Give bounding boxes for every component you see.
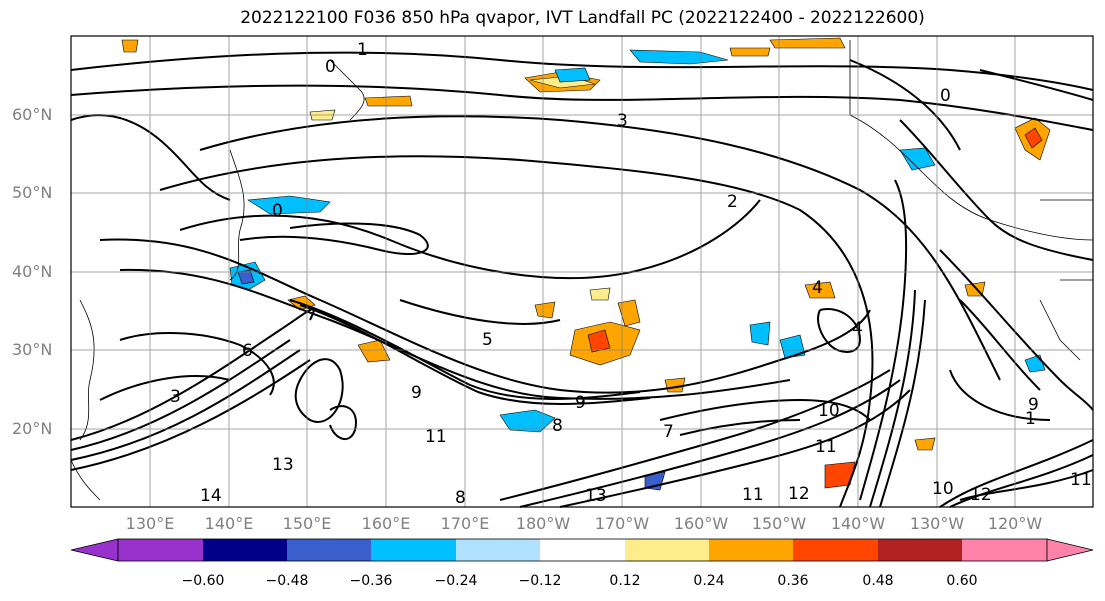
colorbar-tick-label: 0.24 (693, 573, 725, 589)
contour-label: 12 (788, 484, 810, 504)
colorbar-extend-low (70, 538, 119, 562)
lon-label: 150°E (282, 514, 332, 533)
colorbar-tick-label: −0.36 (349, 573, 393, 589)
colorbar-tick-label: 0.12 (609, 573, 641, 589)
contour-label: 10 (818, 401, 840, 421)
contour-label: 11 (815, 437, 837, 457)
lat-label: 20°N (12, 419, 53, 438)
contour-label: 1 (1025, 409, 1036, 429)
lon-label: 160°E (361, 514, 411, 533)
colorbar-extend-high (1046, 538, 1094, 562)
gridlines (71, 36, 1093, 507)
colorbar-tick-label: −0.60 (181, 573, 225, 589)
contour-label: 8 (552, 416, 563, 436)
colorbar (70, 538, 1094, 562)
contour-label: 11 (742, 485, 764, 505)
colorbar-tick-label: −0.48 (265, 573, 309, 589)
colorbar-segment (287, 539, 371, 561)
coastlines (70, 40, 1094, 501)
colorbar-tick-label: 0.48 (862, 573, 894, 589)
shaded-anomaly-fields (121, 37, 1051, 491)
lat-label: 60°N (12, 105, 53, 124)
colorbar-segment (371, 539, 456, 561)
contour-label: 12 (970, 485, 992, 505)
ivt-contours (70, 51, 1094, 508)
lon-label: 120°W (987, 514, 1043, 533)
lon-label: 130°E (125, 514, 175, 533)
contour-label: 0 (272, 201, 283, 221)
contour-label: 3 (170, 387, 181, 407)
lon-label: 140°E (204, 514, 254, 533)
contour-label: 11 (1070, 470, 1092, 490)
contour-label: 0 (325, 57, 336, 77)
colorbar-tick-label: −0.24 (434, 573, 478, 589)
colorbar-segment (118, 539, 203, 561)
contour-label: 13 (272, 455, 294, 475)
lat-label: 30°N (12, 340, 53, 359)
contour-label: 14 (200, 486, 222, 506)
contour-label: 11 (425, 427, 447, 447)
contour-label: 0 (940, 86, 951, 106)
lon-label: 140°W (830, 514, 886, 533)
colorbar-tick-label: 0.60 (946, 573, 978, 589)
contour-label: 9 (411, 383, 422, 403)
contour-label: 8 (455, 488, 466, 508)
contour-label: 2 (727, 192, 738, 212)
contour-label: 1 (357, 40, 368, 60)
contour-label: 9 (1028, 395, 1039, 415)
colorbar-segment (456, 539, 540, 561)
contour-label: 6 (242, 341, 253, 361)
lon-label: 170°W (594, 514, 650, 533)
contour-label: 4 (812, 278, 823, 298)
map-title: 2022122100 F036 850 hPa qvapor, IVT Land… (240, 8, 925, 28)
colorbar-tick-label: 0.36 (777, 573, 809, 589)
lon-label: 160°W (673, 514, 729, 533)
colorbar-segment (962, 539, 1047, 561)
contour-label: 7 (663, 422, 674, 442)
lon-label: 130°W (909, 514, 965, 533)
colorbar-segment (793, 539, 878, 561)
contour-label: 9 (575, 393, 586, 413)
colorbar-segment (878, 539, 962, 561)
colorbar-segment (709, 539, 793, 561)
lat-label: 40°N (12, 262, 53, 281)
contour-label: 10 (932, 479, 954, 499)
lon-label: 180°W (515, 514, 571, 533)
colorbar-segment (203, 539, 287, 561)
contour-label: 3 (617, 111, 628, 131)
contour-label: 13 (585, 486, 607, 506)
contour-label: 4 (852, 319, 863, 339)
colorbar-segment (540, 539, 625, 561)
colorbar-segment (625, 539, 709, 561)
colorbar-tick-label: −0.12 (518, 573, 562, 589)
lat-label: 50°N (12, 183, 53, 202)
lon-label: 150°W (751, 514, 807, 533)
lon-label: 170°E (440, 514, 490, 533)
contour-labels: 1 0 3 0 2 0 4 4 5 9 9 8 11 14 12 11 10 1… (170, 40, 1092, 508)
contour-label: 5 (482, 330, 493, 350)
